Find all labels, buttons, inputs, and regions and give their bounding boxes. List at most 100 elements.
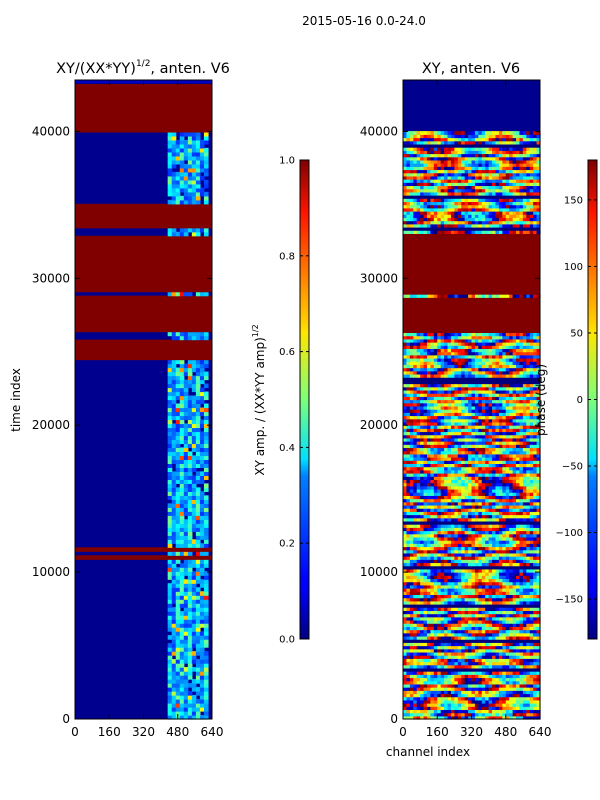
phase-cell xyxy=(403,524,408,528)
phase-cell xyxy=(502,447,507,452)
amp-cell xyxy=(179,423,185,429)
phase-cell xyxy=(505,709,510,714)
phase-cell xyxy=(481,687,486,691)
phase-cell xyxy=(522,709,527,714)
phase-cell xyxy=(505,460,510,464)
amp-cell xyxy=(183,559,189,564)
phase-cell xyxy=(444,575,449,580)
phase-cell xyxy=(433,501,438,506)
phase-cell xyxy=(413,715,418,720)
phase-cell xyxy=(474,533,479,538)
amp-cell xyxy=(175,559,181,564)
phase-cell xyxy=(464,421,469,426)
amp-cell xyxy=(199,459,205,464)
phase-cell xyxy=(440,511,445,516)
phase-cell xyxy=(461,463,466,468)
phase-cell xyxy=(478,607,483,611)
phase-cell xyxy=(526,616,531,621)
amp-cell xyxy=(203,563,209,568)
phase-cell xyxy=(536,514,541,519)
phase-cell xyxy=(444,421,449,426)
phase-cell xyxy=(447,559,452,564)
phase-cell xyxy=(526,715,531,720)
phase-flag-row xyxy=(403,565,540,570)
phase-cell xyxy=(464,642,469,647)
amp-cell xyxy=(199,523,205,528)
phase-cell xyxy=(468,488,473,493)
phase-cell xyxy=(474,405,479,410)
phase-cell xyxy=(457,635,462,640)
phase-cell xyxy=(416,488,421,493)
amp-cell xyxy=(167,463,173,468)
phase-cell xyxy=(498,709,503,714)
phase-cell xyxy=(468,437,473,442)
amp-cell xyxy=(183,619,189,624)
phase-cell xyxy=(478,562,483,567)
phase-cell xyxy=(430,703,435,707)
phase-cell xyxy=(430,546,435,551)
phase-cell xyxy=(498,527,503,532)
phase-cell xyxy=(468,619,473,624)
phase-cell xyxy=(437,600,442,605)
phase-cell xyxy=(519,517,524,522)
phase-cell xyxy=(440,527,445,532)
phase-cell xyxy=(433,393,438,397)
amp-cell xyxy=(191,587,197,592)
phase-cell xyxy=(488,444,493,449)
phase-cell xyxy=(406,508,411,512)
phase-cell xyxy=(409,578,414,583)
phase-cell xyxy=(420,444,425,449)
amp-cell xyxy=(195,607,201,612)
phase-cell xyxy=(516,629,521,634)
amp-cell xyxy=(175,623,181,628)
amp-cell xyxy=(203,559,209,564)
amp-cell xyxy=(187,359,193,365)
phase-cell xyxy=(516,626,521,631)
phase-cell xyxy=(533,568,538,573)
phase-cell xyxy=(485,504,490,509)
phase-cell xyxy=(516,501,521,506)
phase-cell xyxy=(409,543,414,548)
phase-cell xyxy=(447,405,452,410)
phase-cell xyxy=(420,453,425,458)
phase-cell xyxy=(450,393,455,397)
phase-cell xyxy=(430,683,435,688)
amp-saturated-row xyxy=(75,311,212,317)
amp-cell xyxy=(183,711,189,716)
phase-cell xyxy=(464,511,469,516)
phase-cell xyxy=(413,568,418,573)
phase-cell xyxy=(522,635,527,640)
phase-cell xyxy=(512,540,517,544)
phase-cell xyxy=(430,418,435,423)
phase-cell xyxy=(492,559,497,564)
phase-cell xyxy=(498,594,503,599)
amp-cell xyxy=(191,227,197,233)
phase-cell xyxy=(492,479,497,484)
amp-cell xyxy=(203,643,209,648)
phase-cell xyxy=(416,530,421,535)
phase-cell xyxy=(433,671,438,675)
amp-cell xyxy=(199,643,205,648)
phase-cell xyxy=(481,674,486,679)
phase-cell xyxy=(502,405,507,410)
amp-cell xyxy=(191,599,197,604)
phase-cell xyxy=(536,715,541,720)
phase-cell xyxy=(519,680,524,685)
phase-cell xyxy=(522,584,527,589)
amp-cell xyxy=(187,583,193,588)
phase-cell xyxy=(474,447,479,452)
phase-cell xyxy=(406,511,411,516)
phase-cell xyxy=(495,511,500,516)
phase-cell xyxy=(440,533,445,538)
phase-cell xyxy=(512,594,517,599)
phase-cell xyxy=(447,536,452,541)
phase-cell xyxy=(416,536,421,541)
phase-cell xyxy=(423,597,428,602)
phase-cell xyxy=(522,508,527,512)
amp-cell xyxy=(195,515,201,520)
phase-panel: XY, anten. V6 0 160 320 480 6400100002000030… xyxy=(360,61,552,759)
phase-cell xyxy=(440,632,445,637)
phase-cell xyxy=(440,677,445,682)
phase-cell xyxy=(423,396,428,401)
phase-cell xyxy=(474,549,479,554)
